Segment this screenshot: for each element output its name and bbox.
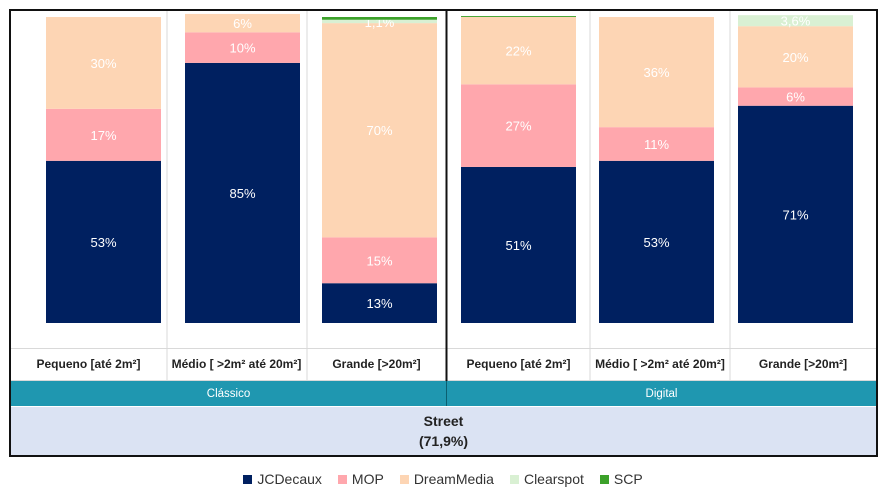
legend-swatch — [399, 474, 409, 484]
super-group-title: Street — [423, 413, 464, 429]
data-label: 36% — [643, 65, 669, 80]
data-label: 53% — [90, 235, 116, 250]
bar-segment-jcdecaux — [322, 283, 437, 323]
bar-segment-clearspot — [738, 15, 853, 27]
data-label: 27% — [505, 119, 531, 134]
data-label: 22% — [505, 44, 531, 59]
data-label: 15% — [366, 253, 392, 268]
data-label: 51% — [505, 238, 531, 253]
category-label: Médio [ >2m² até 20m²] — [171, 357, 302, 371]
category-label: Grande [>20m²] — [332, 357, 421, 371]
bar-segment-scp — [322, 17, 437, 20]
legend-swatch — [337, 474, 347, 484]
legend-label: SCP — [613, 471, 643, 487]
bar-segment-dreammedia — [46, 17, 161, 109]
data-label: 20% — [782, 50, 808, 65]
data-label: 70% — [366, 123, 392, 138]
legend-item-clearspot: Clearspot — [509, 471, 584, 487]
legend-item-mop: MOP — [337, 471, 384, 487]
data-label: 11% — [644, 137, 669, 152]
category-label: Médio [ >2m² até 20m²] — [595, 357, 725, 371]
bar-segment-jcdecaux — [738, 105, 853, 324]
bar-segment-dreammedia — [599, 17, 714, 128]
bar-segment-mop — [322, 237, 437, 284]
bar-segment-mop — [461, 84, 576, 167]
category-label: Grande [>20m²] — [758, 357, 848, 371]
data-label: 17% — [90, 128, 116, 143]
bar-segment-jcdecaux — [46, 160, 161, 323]
bar-segment-dreammedia — [185, 13, 300, 33]
legend-swatch — [509, 474, 519, 484]
bar-segment-clearspot — [322, 19, 437, 24]
legend-label: Clearspot — [523, 471, 584, 487]
super-group-subtitle: (71,9%) — [418, 433, 469, 449]
data-label: 13% — [366, 296, 392, 311]
data-label: 3,6% — [781, 14, 811, 29]
bar-segment-jcdecaux — [185, 62, 300, 324]
bar-segment-mop — [46, 108, 161, 161]
data-label: 10% — [229, 41, 255, 56]
super-group-band: Street (71,9%) — [11, 407, 876, 455]
category-label: Pequeno [até 2m²] — [36, 357, 141, 371]
group-label-digital: Digital — [447, 381, 876, 406]
data-label: 6% — [786, 90, 805, 105]
bar-segment-mop — [185, 32, 300, 63]
group-label-classico: Clássico — [11, 381, 447, 406]
bar-segment-scp — [461, 16, 576, 17]
chart-legend: JCDecaux MOP DreamMedia Clearspot SCP — [0, 468, 886, 490]
legend-item-jcdecaux: JCDecaux — [243, 471, 322, 487]
legend-item-scp: SCP — [599, 471, 643, 487]
bar-segment-dreammedia — [738, 26, 853, 88]
data-label: 85% — [229, 186, 255, 201]
legend-item-dreammedia: DreamMedia — [399, 471, 494, 487]
bar-segment-jcdecaux — [599, 160, 714, 323]
chart-frame — [9, 9, 878, 457]
bar-segment-dreammedia — [461, 17, 576, 85]
legend-swatch — [243, 474, 253, 484]
data-label: 6% — [233, 16, 252, 31]
category-label: Pequeno [até 2m²] — [466, 357, 571, 371]
bar-segment-mop — [738, 87, 853, 106]
bar-segment-dreammedia — [322, 23, 437, 238]
data-label: 71% — [782, 207, 808, 222]
legend-label: DreamMedia — [413, 471, 494, 487]
bar-segment-mop — [599, 127, 714, 161]
legend-swatch — [599, 474, 609, 484]
bar-segment-jcdecaux — [461, 166, 576, 323]
legend-label: JCDecaux — [257, 471, 322, 487]
data-label: 30% — [90, 56, 116, 71]
data-label: 53% — [643, 235, 669, 250]
legend-label: MOP — [351, 471, 384, 487]
